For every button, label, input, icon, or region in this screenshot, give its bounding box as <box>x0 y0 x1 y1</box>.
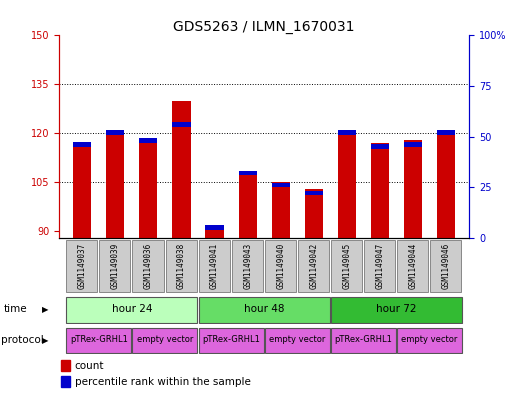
Bar <box>437 130 456 135</box>
Bar <box>66 297 198 323</box>
Text: GSM1149040: GSM1149040 <box>276 242 285 289</box>
Bar <box>66 240 97 292</box>
Text: ▶: ▶ <box>42 336 48 345</box>
Bar <box>298 240 329 292</box>
Text: hour 48: hour 48 <box>244 304 284 314</box>
Text: pTRex-GRHL1: pTRex-GRHL1 <box>334 335 392 344</box>
Bar <box>272 182 290 238</box>
Bar <box>106 130 124 135</box>
Text: empty vector: empty vector <box>402 335 458 344</box>
Bar <box>239 171 256 175</box>
Bar <box>199 240 230 292</box>
Bar <box>166 240 196 292</box>
Bar <box>61 376 70 387</box>
Bar <box>305 189 323 238</box>
Bar <box>66 328 131 353</box>
Bar <box>397 328 462 353</box>
Bar <box>404 140 422 238</box>
Bar <box>272 183 290 187</box>
Text: GSM1149046: GSM1149046 <box>442 242 451 289</box>
Bar <box>232 240 263 292</box>
Text: GSM1149043: GSM1149043 <box>243 242 252 289</box>
Text: hour 72: hour 72 <box>377 304 417 314</box>
Bar <box>73 142 91 147</box>
Bar <box>199 328 264 353</box>
Bar <box>205 228 224 238</box>
Bar <box>338 130 356 135</box>
Bar <box>331 240 362 292</box>
Bar <box>61 360 70 371</box>
Bar <box>371 145 389 149</box>
Bar <box>139 138 157 143</box>
Text: GSM1149037: GSM1149037 <box>77 242 87 289</box>
Bar <box>106 130 124 238</box>
Bar <box>404 142 422 147</box>
Text: GSM1149036: GSM1149036 <box>144 242 153 289</box>
Bar <box>132 240 164 292</box>
Title: GDS5263 / ILMN_1670031: GDS5263 / ILMN_1670031 <box>173 20 355 34</box>
Text: GSM1149041: GSM1149041 <box>210 242 219 289</box>
Text: GSM1149044: GSM1149044 <box>409 242 418 289</box>
Bar <box>430 240 462 292</box>
Bar <box>265 328 330 353</box>
Text: pTRex-GRHL1: pTRex-GRHL1 <box>202 335 260 344</box>
Text: GSM1149045: GSM1149045 <box>343 242 351 289</box>
Text: GSM1149047: GSM1149047 <box>376 242 385 289</box>
Bar <box>199 297 330 323</box>
Bar <box>172 122 190 127</box>
Bar <box>139 140 157 238</box>
Text: GSM1149042: GSM1149042 <box>309 242 319 289</box>
Bar <box>331 328 396 353</box>
Bar <box>364 240 395 292</box>
Text: time: time <box>4 305 28 314</box>
Bar <box>305 191 323 195</box>
Text: hour 24: hour 24 <box>111 304 152 314</box>
Text: count: count <box>74 360 104 371</box>
Bar <box>172 101 190 238</box>
Bar <box>331 297 462 323</box>
Bar <box>397 240 428 292</box>
Text: GSM1149039: GSM1149039 <box>111 242 120 289</box>
Bar <box>265 240 296 292</box>
Bar <box>338 130 356 238</box>
Bar <box>437 130 456 238</box>
Text: percentile rank within the sample: percentile rank within the sample <box>74 376 250 387</box>
Text: empty vector: empty vector <box>269 335 325 344</box>
Bar <box>205 226 224 230</box>
Text: protocol: protocol <box>1 335 43 345</box>
Text: ▶: ▶ <box>42 305 48 314</box>
Text: GSM1149038: GSM1149038 <box>177 242 186 289</box>
Text: empty vector: empty vector <box>137 335 193 344</box>
Bar <box>239 173 256 238</box>
Bar <box>73 146 91 238</box>
Bar <box>100 240 130 292</box>
Bar <box>132 328 198 353</box>
Text: pTRex-GRHL1: pTRex-GRHL1 <box>70 335 128 344</box>
Bar <box>371 143 389 238</box>
